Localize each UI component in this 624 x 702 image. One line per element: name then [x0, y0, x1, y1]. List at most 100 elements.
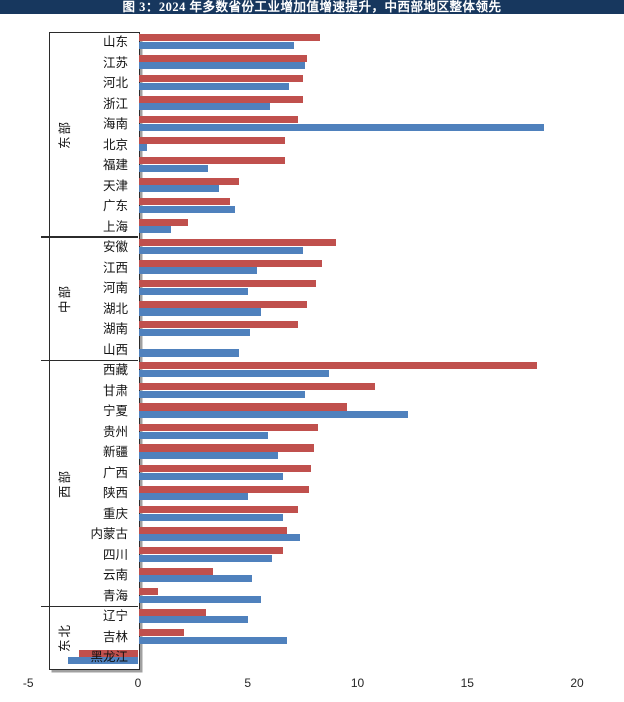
- bar-red: [139, 239, 336, 247]
- bar-blue: [139, 267, 257, 275]
- bar-blue: [139, 226, 171, 234]
- bar-blue: [139, 328, 250, 337]
- bar-blue: [67, 657, 138, 665]
- bar-red: [139, 608, 207, 616]
- bar-red: [139, 464, 312, 473]
- bar-blue: [139, 554, 272, 562]
- province-label: 甘肃: [102, 383, 128, 398]
- bar-red: [139, 362, 538, 370]
- province-label: 河南: [102, 281, 128, 296]
- x-axis-tick-label: 10: [350, 676, 365, 690]
- bar-blue: [139, 41, 294, 49]
- bar-blue: [139, 144, 147, 152]
- bar-red: [139, 526, 288, 534]
- bar-blue: [139, 595, 261, 603]
- bar-blue: [139, 349, 239, 357]
- bar-blue: [139, 205, 235, 213]
- province-label: 河北: [102, 76, 128, 91]
- bar-blue: [139, 82, 290, 90]
- province-label: 北京: [102, 137, 128, 152]
- region-divider: [41, 236, 138, 238]
- province-label: 辽宁: [102, 609, 128, 624]
- bar-red: [139, 547, 283, 555]
- bar-blue: [139, 452, 279, 460]
- bar-red: [139, 95, 303, 103]
- bar-red: [139, 136, 286, 144]
- province-label: 湖南: [102, 322, 128, 337]
- x-axis-tick-label: 5: [244, 676, 252, 690]
- bar-blue: [139, 103, 270, 111]
- province-label: 内蒙古: [90, 527, 128, 542]
- bar-red: [139, 382, 376, 390]
- province-label: 陕西: [102, 486, 128, 501]
- bar-blue: [139, 308, 261, 316]
- chart-title: 图 3：2024 年多数省份工业增加值增速提升，中西部地区整体领先: [122, 0, 502, 14]
- bar-blue: [139, 431, 268, 439]
- province-label: 吉林: [102, 629, 128, 644]
- bar-blue: [139, 513, 283, 521]
- bar-blue: [139, 390, 305, 398]
- bar-blue: [139, 636, 288, 644]
- bar-red: [139, 218, 189, 226]
- bar-red: [139, 177, 239, 185]
- province-label: 江西: [102, 260, 128, 275]
- bar-red: [139, 321, 299, 329]
- province-label: 山东: [102, 35, 128, 49]
- bar-blue: [139, 164, 209, 172]
- x-axis-tick-label: 0: [134, 676, 142, 690]
- bar-red: [139, 300, 307, 308]
- bar-red: [139, 629, 185, 637]
- region-divider: [41, 605, 138, 608]
- bar-red: [139, 403, 347, 411]
- province-label: 新疆: [102, 445, 128, 460]
- bar-red: [139, 54, 307, 62]
- province-label: 上海: [102, 219, 128, 234]
- bar-blue: [139, 616, 248, 624]
- province-label: 福建: [102, 158, 128, 173]
- x-axis-tick-label: -5: [22, 676, 34, 690]
- province-label: 四川: [102, 547, 128, 562]
- bar-blue: [139, 185, 220, 193]
- bar-blue: [139, 62, 305, 70]
- bar-blue: [139, 123, 545, 131]
- province-label: 黑龙江: [90, 650, 128, 665]
- bar-blue: [139, 575, 253, 583]
- bar-red: [139, 506, 299, 514]
- province-label: 云南: [102, 568, 128, 583]
- bar-blue: [139, 370, 329, 378]
- bar-red: [139, 198, 231, 206]
- bar-red: [139, 75, 303, 83]
- province-label: 山西: [102, 342, 128, 357]
- bar-red: [139, 34, 321, 42]
- bar-red: [78, 649, 138, 657]
- bar-blue: [139, 472, 283, 480]
- bar-blue: [139, 246, 303, 254]
- x-axis-tick-label: 15: [460, 676, 474, 690]
- bar-blue: [139, 287, 248, 295]
- x-axis-tick-label: 20: [570, 676, 584, 690]
- province-label: 海南: [102, 117, 128, 132]
- bar-blue: [139, 534, 301, 542]
- province-label: 浙江: [102, 96, 128, 111]
- chart-title-bar: 图 3：2024 年多数省份工业增加值增速提升，中西部地区整体领先: [0, 0, 624, 14]
- province-label: 天津: [102, 178, 128, 193]
- bar-blue: [139, 493, 248, 501]
- province-label: 贵州: [102, 424, 128, 439]
- province-label: 重庆: [102, 506, 128, 521]
- province-label: 广东: [102, 199, 128, 214]
- bar-red: [139, 567, 213, 575]
- province-label: 广西: [102, 465, 128, 480]
- province-label: 宁夏: [102, 404, 128, 419]
- province-label: 青海: [102, 588, 128, 603]
- bar-blue: [139, 411, 408, 419]
- bar-red: [139, 588, 158, 596]
- bar-red: [139, 444, 314, 452]
- province-label: 江苏: [102, 55, 128, 70]
- province-label: 湖北: [102, 301, 128, 316]
- bar-red: [139, 423, 318, 432]
- bar-red: [139, 116, 299, 124]
- region-divider: [41, 359, 138, 361]
- bar-red: [139, 157, 286, 165]
- bar-red: [139, 280, 316, 288]
